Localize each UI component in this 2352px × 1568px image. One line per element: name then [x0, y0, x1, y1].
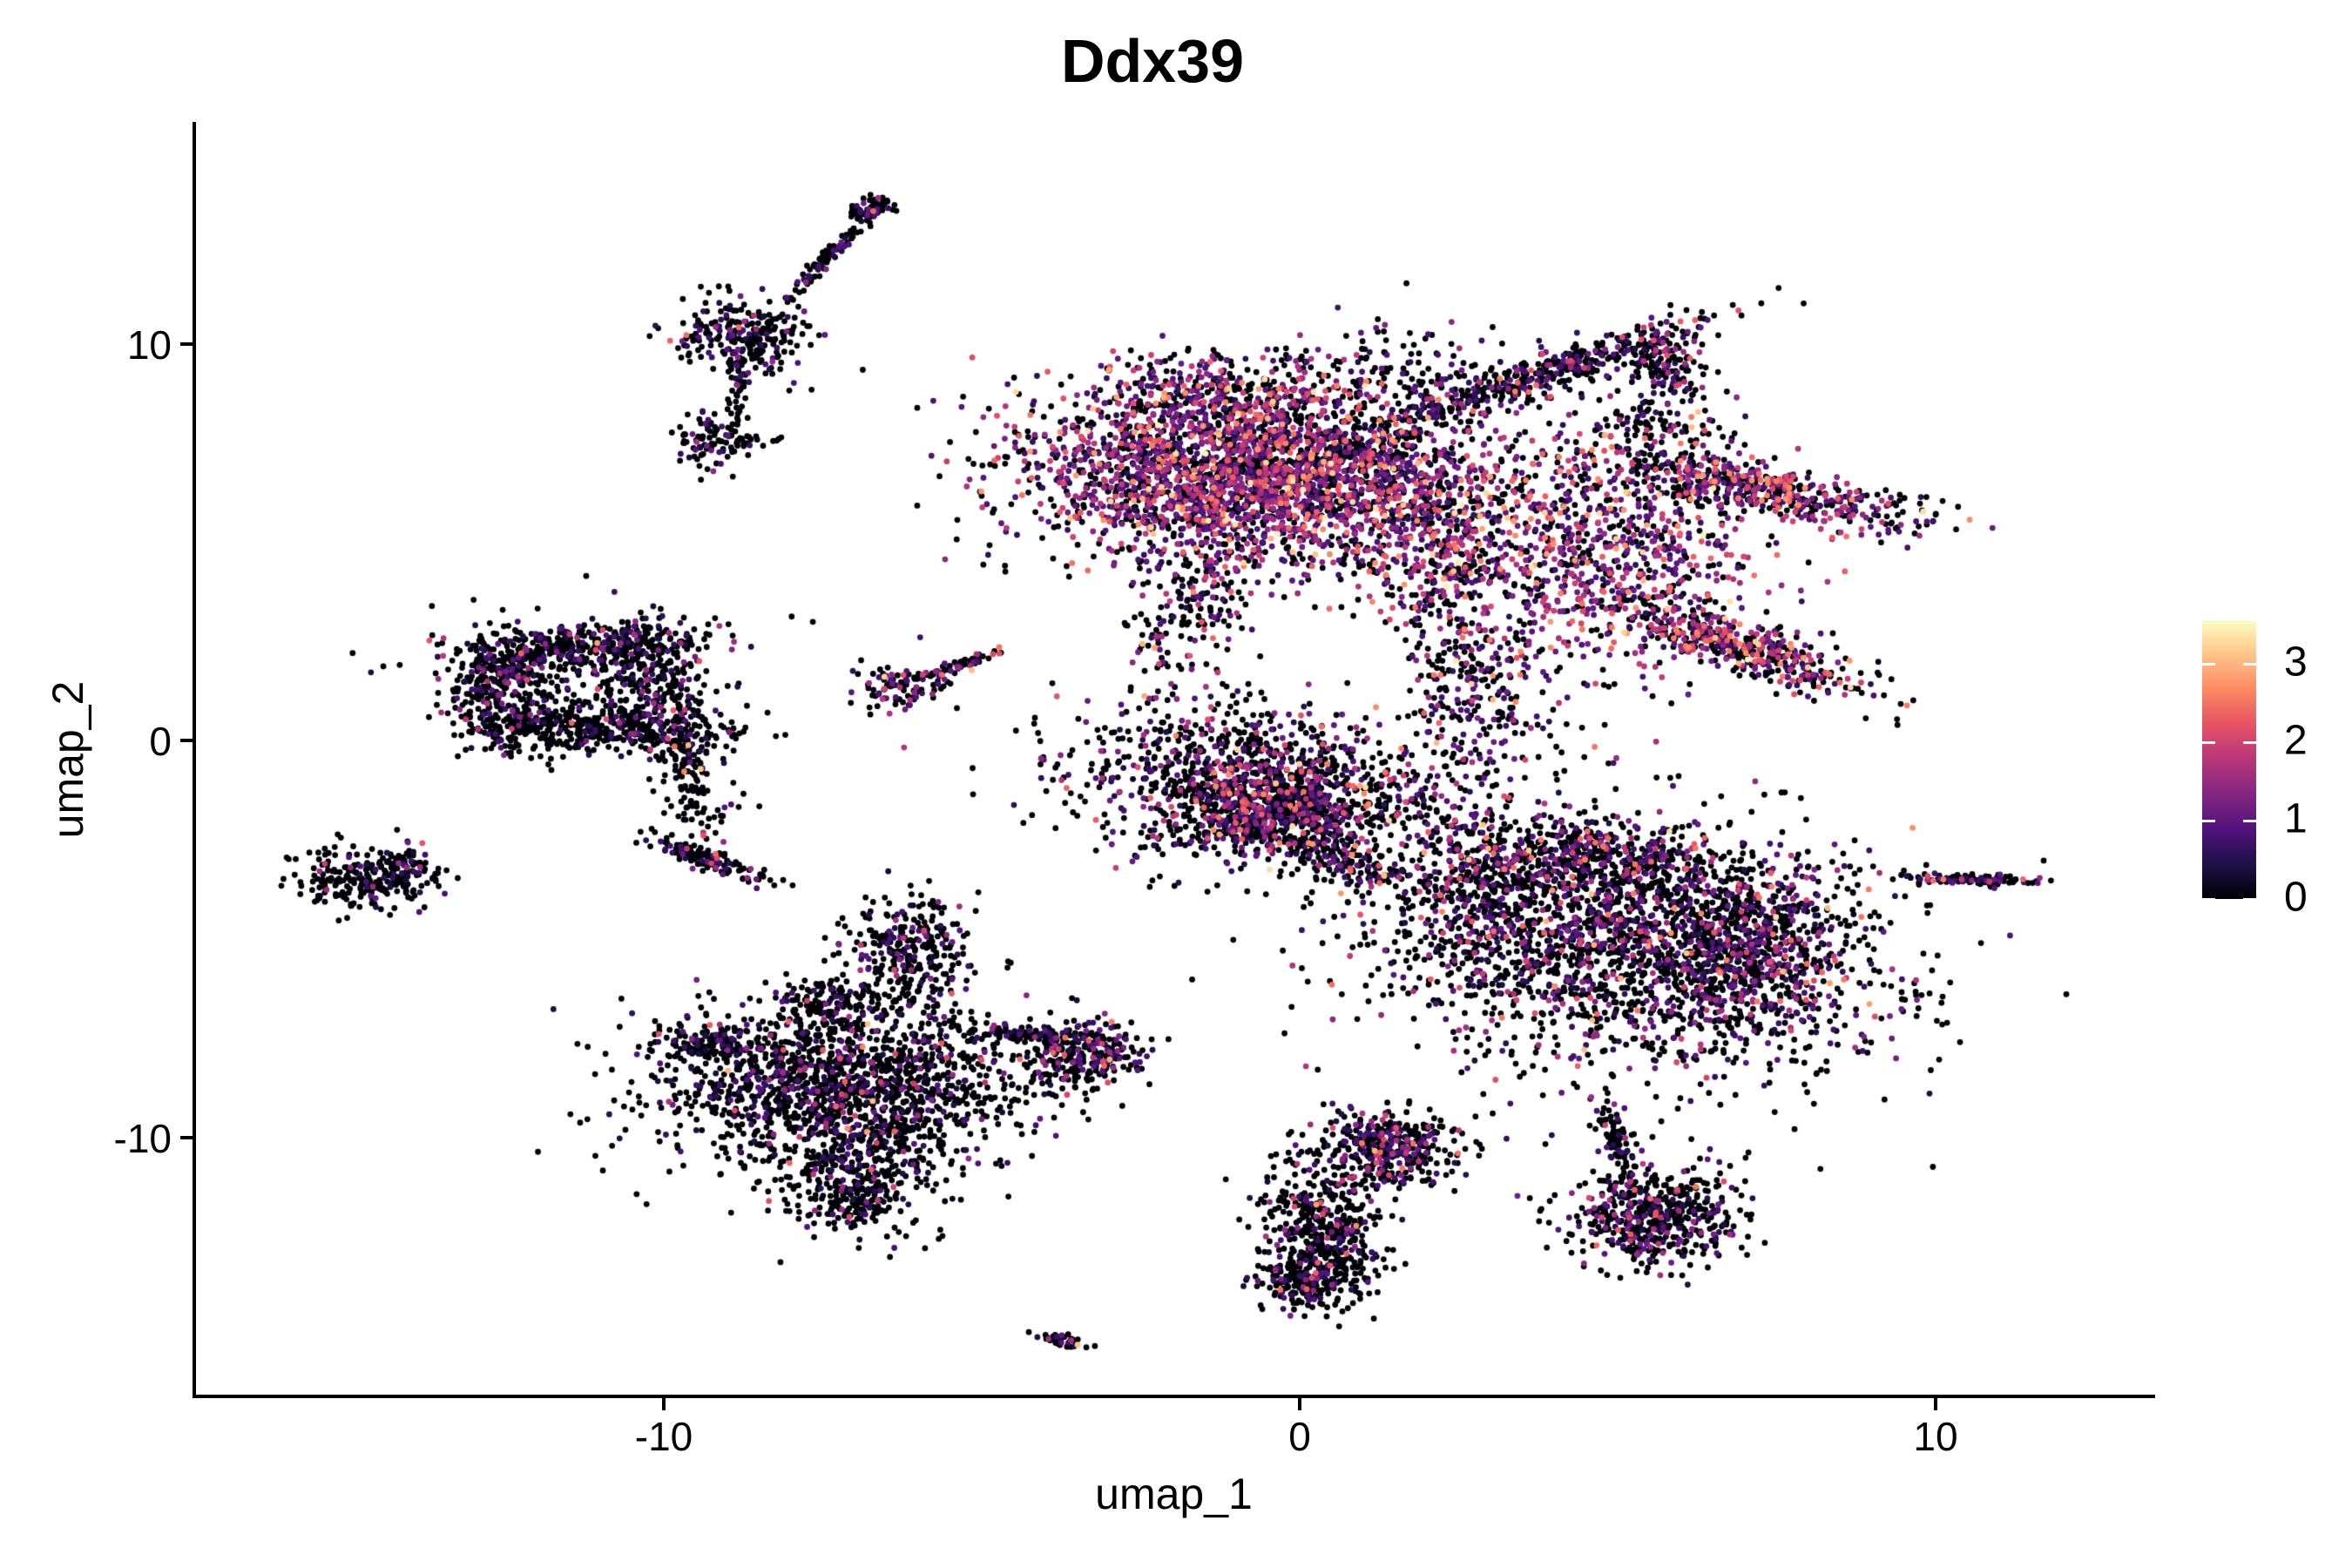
y-axis-line — [193, 122, 196, 1398]
legend-tick-notch — [2202, 819, 2215, 822]
legend-tick-notch — [2202, 897, 2215, 901]
x-tick-label: -10 — [634, 1414, 693, 1459]
y-tick-label: -10 — [113, 1115, 172, 1161]
legend-tick-notch — [2243, 819, 2256, 822]
x-axis-label: umap_1 — [1095, 1470, 1253, 1518]
x-tick-mark — [1934, 1398, 1937, 1410]
legend-tick-notch — [2202, 662, 2215, 666]
legend-tick-notch — [2243, 740, 2256, 744]
x-tick-label: 10 — [1913, 1414, 1958, 1459]
x-tick-label: 0 — [1288, 1414, 1311, 1459]
y-axis-label: umap_2 — [44, 680, 92, 839]
y-tick-mark — [180, 739, 193, 743]
legend-tick-notch — [2243, 662, 2256, 666]
y-tick-label: 0 — [149, 719, 172, 765]
legend-tick-notch — [2243, 897, 2256, 901]
legend-tick-label: 2 — [2284, 717, 2308, 764]
legend-tick-notch — [2202, 740, 2215, 744]
x-axis-line — [193, 1395, 2155, 1398]
y-tick-mark — [180, 341, 193, 346]
y-tick-mark — [180, 1135, 193, 1139]
legend-colorbar — [2202, 621, 2256, 901]
y-tick-label: 10 — [126, 321, 172, 368]
legend-tick-label: 3 — [2284, 639, 2308, 686]
legend-tick-label: 1 — [2284, 795, 2308, 842]
x-tick-mark — [1298, 1398, 1301, 1410]
x-tick-mark — [662, 1398, 666, 1410]
chart-title: Ddx39 — [1060, 27, 1245, 95]
legend-tick-label: 0 — [2284, 874, 2308, 921]
